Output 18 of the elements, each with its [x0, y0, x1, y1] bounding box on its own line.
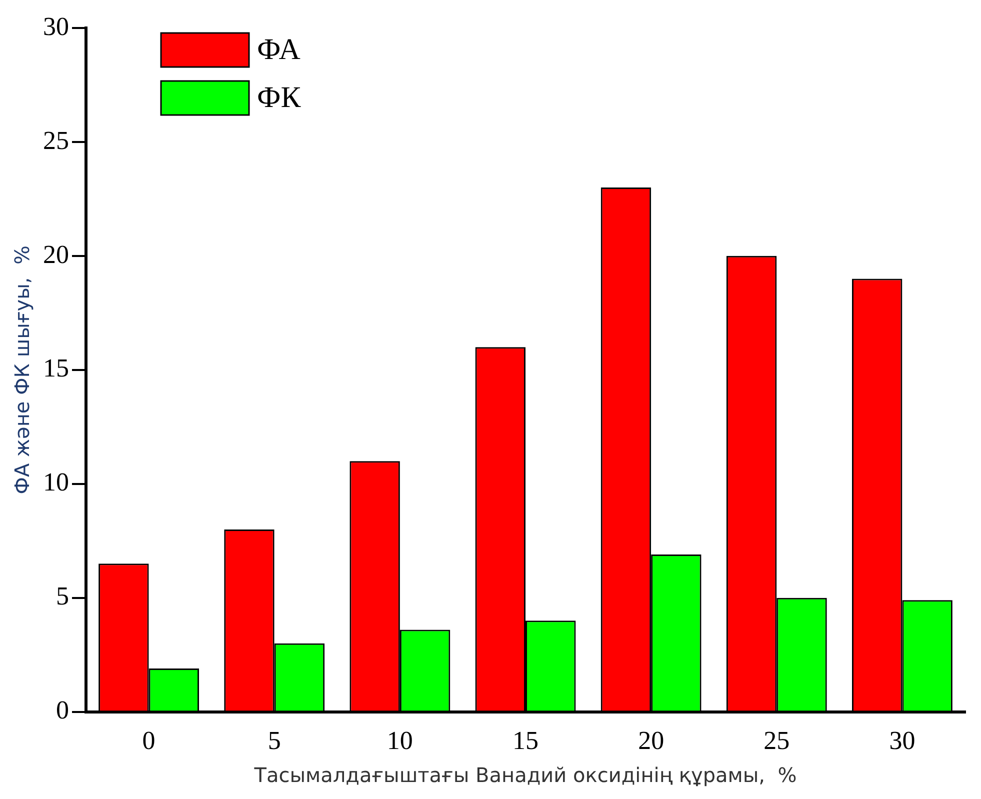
legend-label: ФА [257, 32, 301, 66]
y-tick-label: 20 [43, 240, 69, 269]
y-axis-title: ФА және ФК шығуы, % [10, 246, 34, 494]
x-tick-label: 30 [889, 726, 916, 756]
x-tick-label: 0 [142, 726, 156, 756]
y-tick-label: 5 [56, 582, 69, 611]
y-tick-label: 10 [43, 468, 69, 497]
legend-label: ФК [257, 80, 302, 114]
y-tick-label: 0 [56, 696, 69, 725]
x-tick-label: 20 [638, 726, 664, 756]
y-tick-label: 25 [43, 126, 69, 155]
x-tick-label: 15 [512, 726, 538, 756]
x-tick-label: 5 [268, 726, 281, 756]
y-tick-label: 30 [43, 12, 69, 41]
x-tick-label: 10 [386, 726, 413, 756]
x-tick-label: 25 [764, 726, 790, 756]
x-axis-title: Тасымалдағыштағы Ванадий оксидінің құрамы, % [253, 763, 797, 788]
y-tick-label: 15 [43, 354, 69, 383]
